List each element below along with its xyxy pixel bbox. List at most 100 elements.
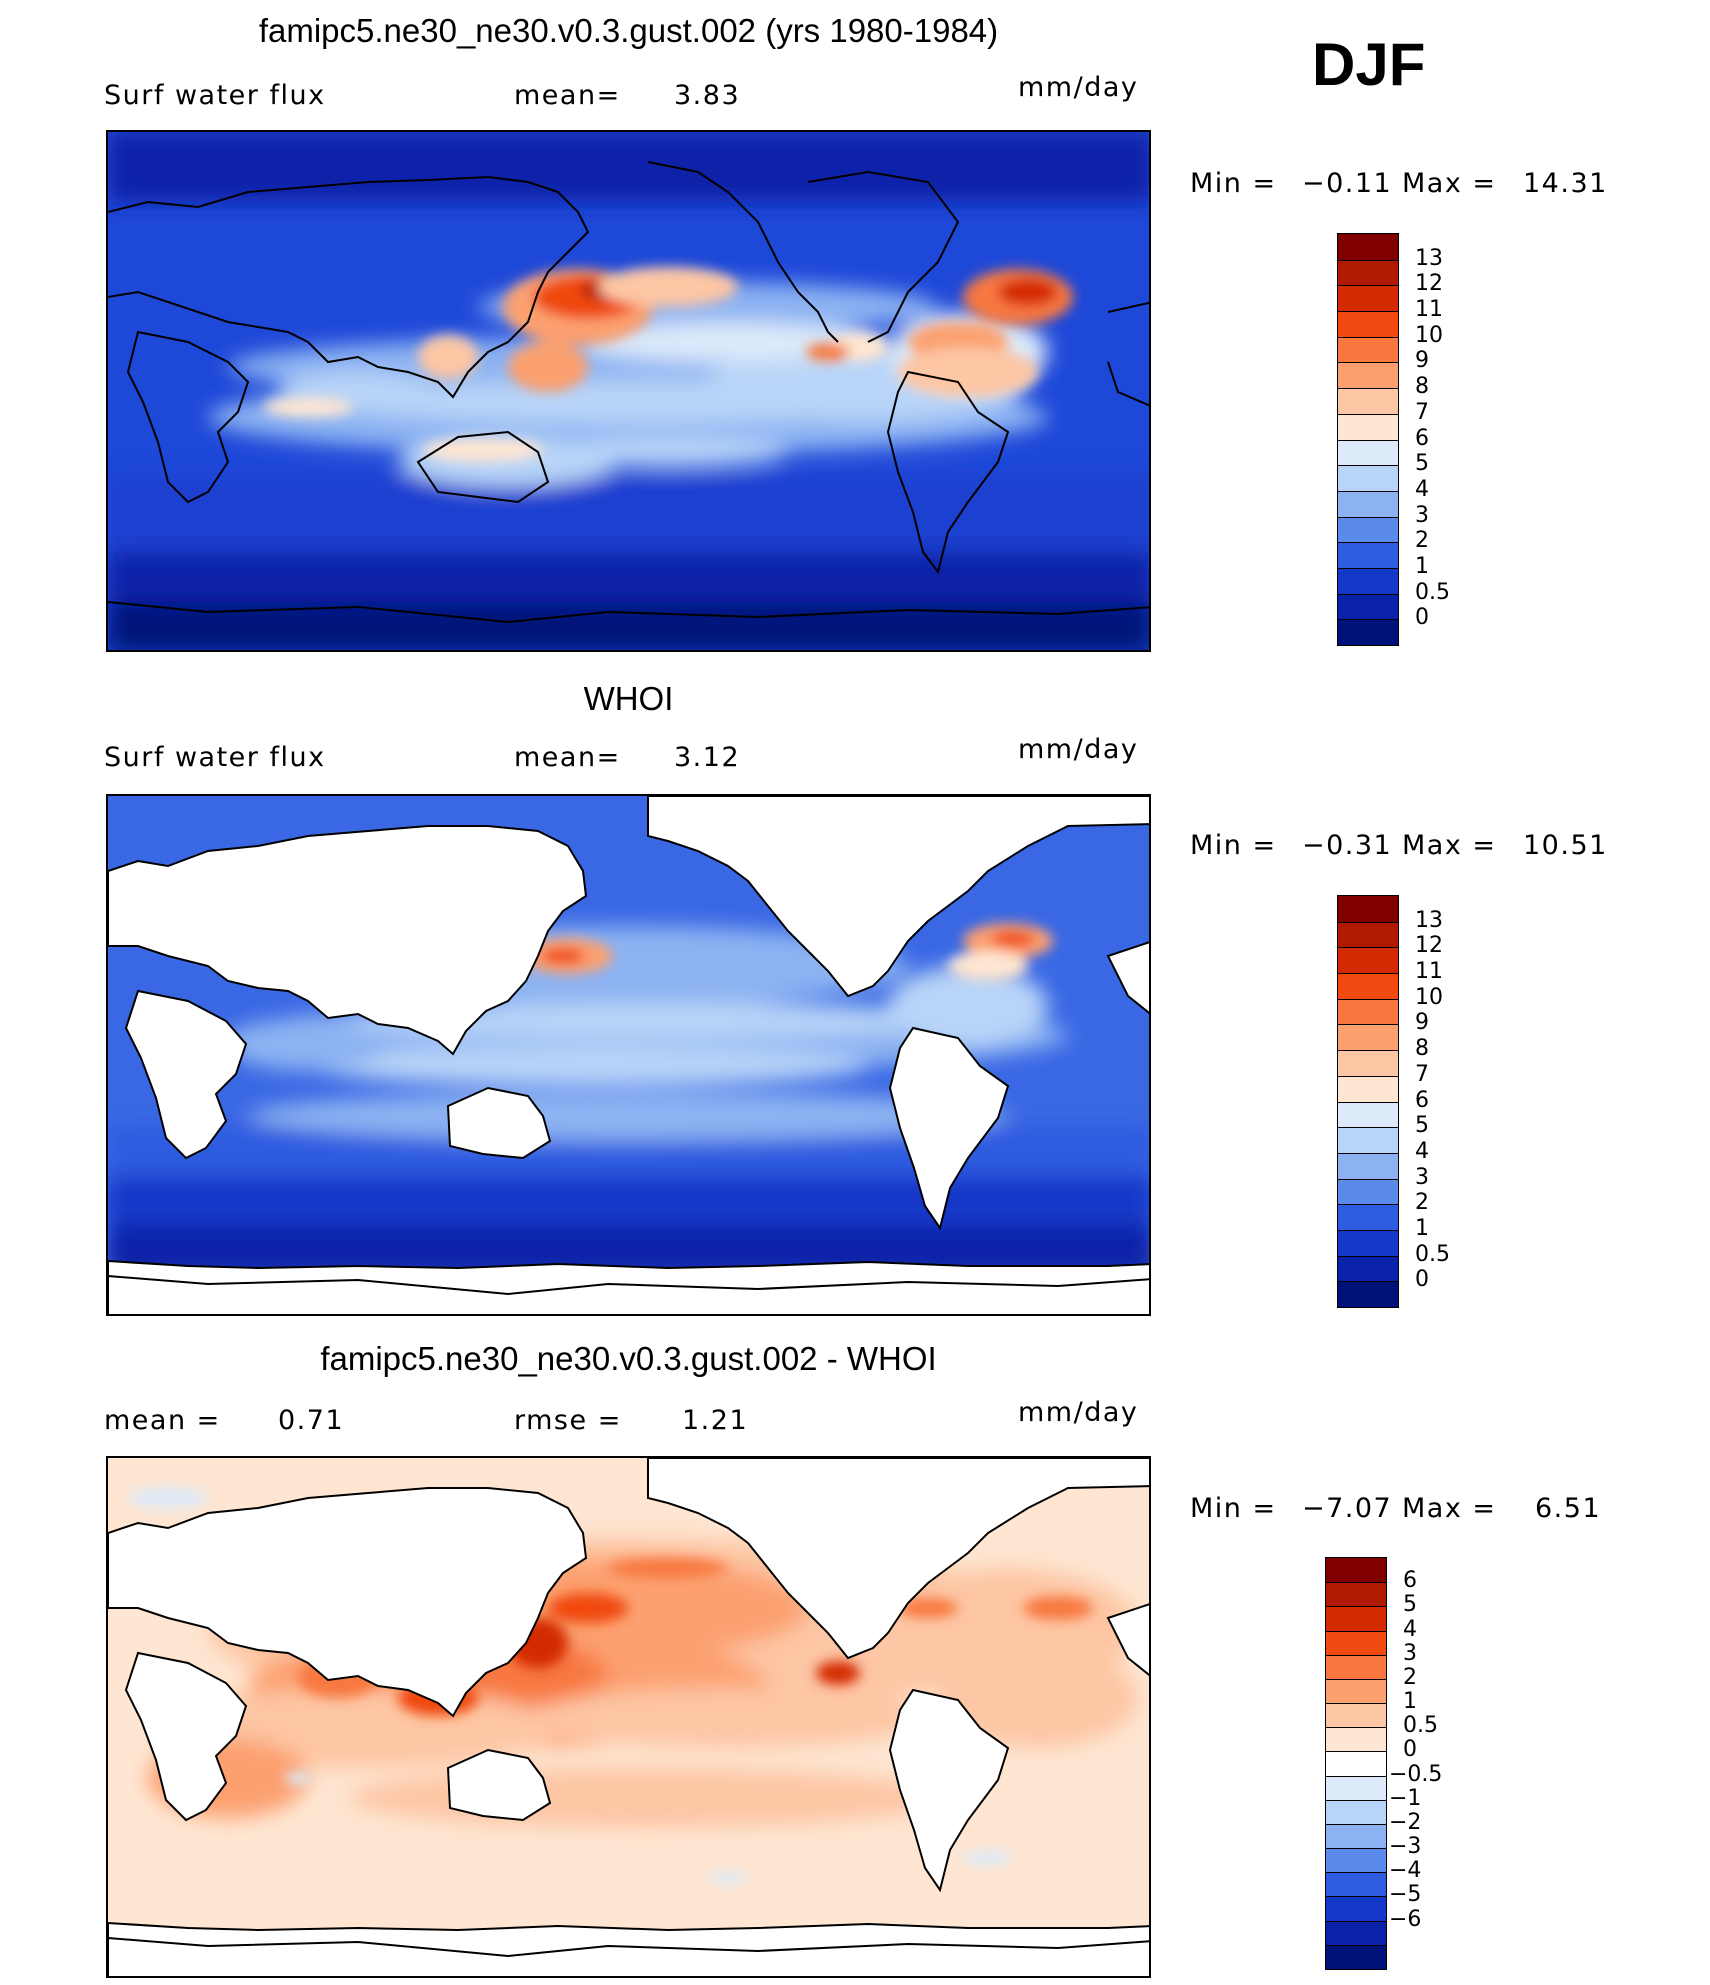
colorbar-tick-label: 0 (1403, 1737, 1417, 1763)
colorbar-tick-label: 11 (1415, 959, 1443, 985)
colorbar-tick-label: 3 (1415, 1164, 1429, 1190)
colorbar-segment (1338, 593, 1398, 620)
colorbar-segment (1338, 1050, 1398, 1076)
panel3-title: famipc5.ne30_ne30.v0.3.gust.002 - WHOI (320, 1340, 937, 1377)
colorbar-segment (1326, 1775, 1386, 1800)
colorbar-tick-label: 1 (1415, 1215, 1429, 1241)
colorbar-tick-label: 13 (1415, 245, 1443, 271)
colorbar-segment (1326, 1896, 1386, 1921)
panel2-min-value: −0.31 (1302, 830, 1393, 861)
colorbar-segment (1338, 567, 1398, 594)
colorbar-segment (1326, 1678, 1386, 1704)
panel1-min-label: Min = (1190, 168, 1277, 199)
colorbar-segment (1338, 1281, 1398, 1307)
colorbar-segment (1338, 439, 1398, 466)
colorbar-segment (1326, 1703, 1386, 1728)
colorbar-segment (1338, 542, 1398, 568)
colorbar-segment (1338, 1152, 1398, 1179)
colorbar-segment (1338, 516, 1398, 543)
colorbar-tick-label: 11 (1415, 297, 1443, 323)
colorbar-segment (1338, 896, 1398, 922)
colorbar-tick-label: 1 (1403, 1689, 1417, 1715)
colorbar-segment (1326, 1582, 1386, 1607)
colorbar-tick-label: 9 (1415, 348, 1429, 374)
panel3-map-svg (108, 1458, 1149, 1976)
panel1-map (106, 130, 1151, 652)
colorbar-segment (1338, 490, 1398, 517)
panel2-units: mm/day (1018, 734, 1139, 765)
panel2-max-label: Max = (1402, 830, 1497, 861)
colorbar-tick-label: −4 (1389, 1858, 1422, 1884)
colorbar-tick-label: 4 (1403, 1616, 1417, 1642)
colorbar-segment (1338, 336, 1398, 363)
colorbar-tick-label: −0.5 (1389, 1761, 1443, 1787)
colorbar-segment (1326, 1654, 1386, 1679)
colorbar-tick-label: 10 (1415, 322, 1443, 348)
colorbar-tick-label: 1 (1415, 553, 1429, 579)
season-label: DJF (1312, 31, 1426, 98)
panel3-units: mm/day (1018, 1397, 1139, 1428)
colorbar-segment (1338, 311, 1398, 337)
colorbar-tick-label: 0 (1415, 605, 1429, 631)
colorbar-tick-label: 2 (1415, 1190, 1429, 1216)
colorbar-segment (1338, 973, 1398, 999)
colorbar-segment (1338, 998, 1398, 1025)
panel1-variable-label: Surf water flux (104, 80, 326, 111)
panel1-max-value: 14.31 (1523, 168, 1608, 199)
colorbar-tick-label: 6 (1403, 1568, 1417, 1594)
colorbar-tick-label: 2 (1403, 1664, 1417, 1690)
panel2-variable-label: Surf water flux (104, 742, 326, 773)
colorbar-segment (1338, 413, 1398, 440)
colorbar-segment (1338, 1229, 1398, 1256)
panel1-mean-value: 3.83 (674, 80, 741, 111)
colorbar-tick-label: 13 (1415, 907, 1443, 933)
colorbar-tick-label: 0.5 (1403, 1713, 1438, 1739)
panel2-min-label: Min = (1190, 830, 1277, 861)
panel2-mean-value: 3.12 (674, 742, 741, 773)
colorbar-segment (1326, 1799, 1386, 1824)
colorbar-tick-label: 12 (1415, 271, 1443, 297)
colorbar-tick-label: 4 (1415, 476, 1429, 502)
colorbar-tick-label: 0.5 (1415, 1241, 1450, 1267)
colorbar-segment (1338, 362, 1398, 389)
colorbar-tick-label: 6 (1415, 1087, 1429, 1113)
colorbar-tick-label: −2 (1389, 1809, 1422, 1835)
colorbar-segment (1338, 1127, 1398, 1153)
colorbar-tick-label: 6 (1415, 425, 1429, 451)
colorbar-segment (1326, 1872, 1386, 1897)
panel1-title: famipc5.ne30_ne30.v0.3.gust.002 (yrs 198… (258, 12, 999, 49)
colorbar-tick-label: 12 (1415, 933, 1443, 959)
panel2-max-value: 10.51 (1523, 830, 1608, 861)
panel2-mean-label: mean= (514, 742, 621, 773)
panel3-mean-label: mean = (104, 1405, 221, 1436)
colorbar-segment (1338, 1178, 1398, 1205)
panel3-min-label: Min = (1190, 1493, 1277, 1524)
colorbar-tick-label: 10 (1415, 984, 1443, 1010)
colorbar-segment (1338, 1255, 1398, 1282)
panel1-units: mm/day (1018, 72, 1139, 103)
colorbar-segment (1326, 1606, 1386, 1631)
colorbar-tick-label: 0 (1415, 1267, 1429, 1293)
panel3-map (106, 1456, 1151, 1978)
colorbar-segment (1326, 1751, 1386, 1776)
colorbar-tick-label: −1 (1389, 1785, 1422, 1811)
colorbar-segment (1326, 1944, 1386, 1969)
panel3-rmse-label: rmse = (514, 1405, 622, 1436)
colorbar-tick-label: 9 (1415, 1010, 1429, 1036)
panel3-rmse-value: 1.21 (682, 1405, 749, 1436)
colorbar-segment (1338, 1204, 1398, 1230)
colorbar-segment (1338, 619, 1398, 645)
colorbar-segment (1326, 1727, 1386, 1752)
panel2-map-svg (108, 796, 1149, 1314)
colorbar-tick-label: 7 (1415, 399, 1429, 425)
colorbar-segment (1338, 1075, 1398, 1102)
colorbar-segment (1338, 1101, 1398, 1128)
colorbar-tick-label: 2 (1415, 528, 1429, 554)
panel3-max-value: 6.51 (1535, 1493, 1602, 1524)
colorbar-tick-label: −5 (1389, 1882, 1422, 1908)
panel1-mean-label: mean= (514, 80, 621, 111)
panel1-min-value: −0.11 (1302, 168, 1393, 199)
panel1-max-label: Max = (1402, 168, 1497, 199)
colorbar-segment (1338, 259, 1398, 286)
colorbar-tick-label: 5 (1403, 1592, 1417, 1618)
